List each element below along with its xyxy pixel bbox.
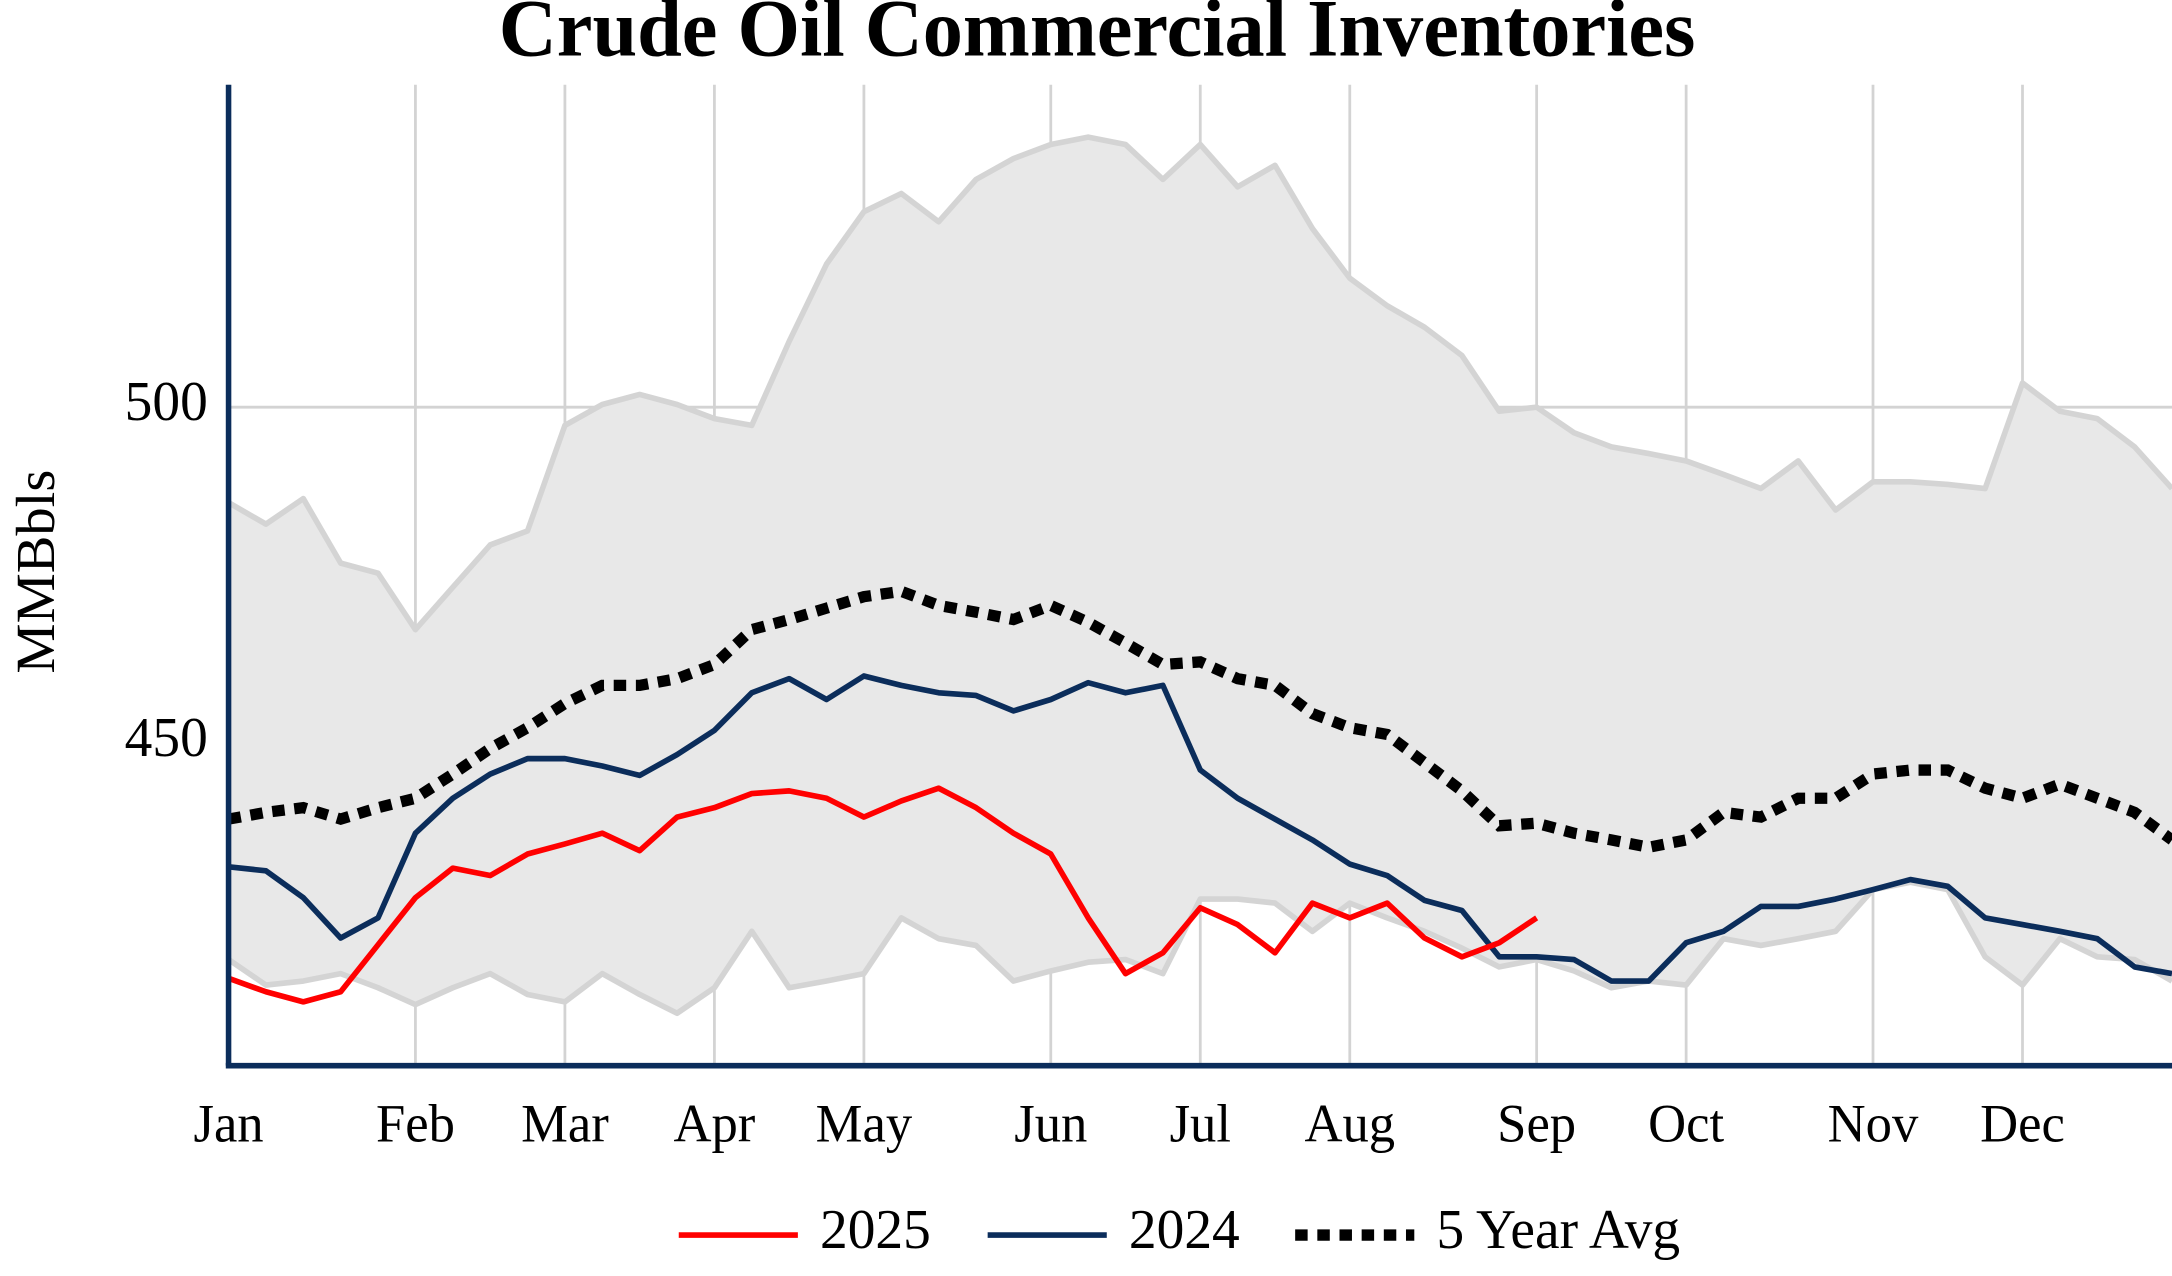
x-tick-label: May: [816, 1095, 913, 1154]
x-tick-label: Jul: [1170, 1095, 1231, 1154]
y-tick-label: 500: [125, 371, 208, 434]
series-line: [228, 785, 1539, 1005]
x-tick-label: Jan: [193, 1095, 263, 1154]
range-band: [228, 137, 2172, 1014]
series-line: [228, 585, 2172, 854]
legend-label: 5 Year Avg: [1436, 1199, 1680, 1262]
y-tick-label: 450: [125, 707, 208, 770]
series-line: [228, 673, 2172, 984]
x-tick-label: Nov: [1828, 1095, 1919, 1154]
x-tick-label: Oct: [1648, 1095, 1724, 1154]
range-lower-line: [228, 879, 2172, 1017]
legend-label: 2025: [820, 1199, 931, 1262]
x-tick-label: Dec: [1980, 1095, 2065, 1154]
x-tick-label: Sep: [1497, 1095, 1576, 1154]
x-tick-label: Apr: [673, 1095, 755, 1154]
x-tick-label: Mar: [521, 1095, 609, 1154]
x-tick-label: Jun: [1014, 1095, 1087, 1154]
range-upper-line: [228, 134, 2172, 633]
x-tick-label: Aug: [1304, 1095, 1395, 1154]
y-axis-label: MMBbls: [6, 470, 67, 674]
x-tick-label: Feb: [376, 1095, 455, 1154]
chart-title: Crude Oil Commercial Inventories: [499, 0, 1696, 74]
legend-label: 2024: [1129, 1199, 1240, 1262]
